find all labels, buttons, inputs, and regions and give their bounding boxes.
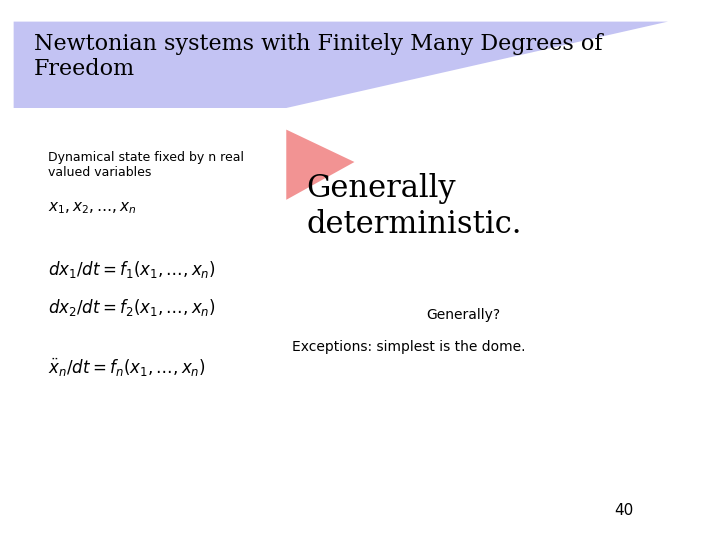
Text: $\ddot{x}_n/dt = f_n(x_1, \ldots, x_n)$: $\ddot{x}_n/dt = f_n(x_1, \ldots, x_n)$	[48, 356, 205, 379]
Text: Exceptions: simplest is the dome.: Exceptions: simplest is the dome.	[292, 340, 526, 354]
Text: Generally?: Generally?	[426, 308, 500, 322]
Text: Newtonian systems with Finitely Many Degrees of
Freedom: Newtonian systems with Finitely Many Deg…	[34, 33, 603, 80]
Text: $dx_2/dt = f_2(x_1, \ldots, x_n)$: $dx_2/dt = f_2(x_1, \ldots, x_n)$	[48, 297, 215, 318]
Text: Dynamical state fixed by n real
valued variables: Dynamical state fixed by n real valued v…	[48, 151, 243, 179]
Polygon shape	[287, 130, 354, 200]
Text: $x_1, x_2, \ldots, x_n$: $x_1, x_2, \ldots, x_n$	[48, 200, 136, 215]
Text: $dx_1/dt = f_1(x_1, \ldots, x_n)$: $dx_1/dt = f_1(x_1, \ldots, x_n)$	[48, 259, 215, 280]
Text: Generally
deterministic.: Generally deterministic.	[307, 173, 522, 240]
Text: 40: 40	[615, 503, 634, 518]
Polygon shape	[14, 22, 668, 108]
